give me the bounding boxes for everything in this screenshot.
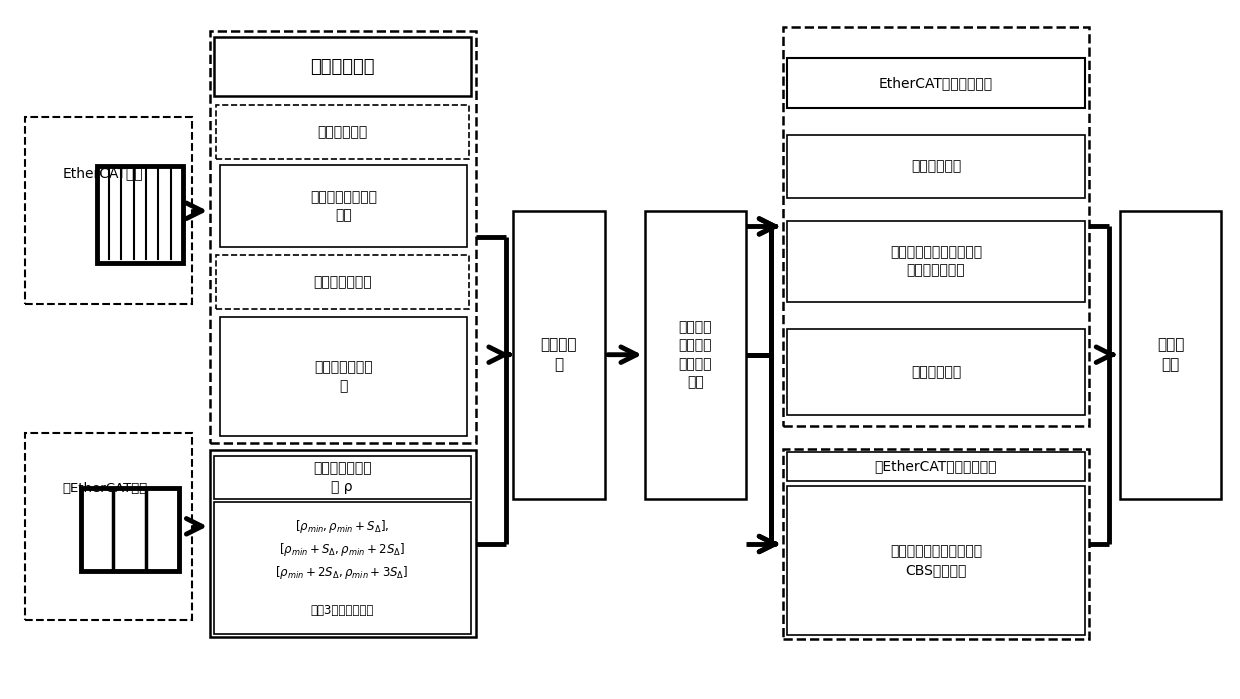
- Text: 非EtherCAT报文: 非EtherCAT报文: [62, 482, 148, 496]
- Text: 优先级分
配: 优先级分 配: [541, 338, 577, 372]
- Text: 根据空闲
斜率发送
分配预留
带宽: 根据空闲 斜率发送 分配预留 带宽: [678, 320, 712, 389]
- Bar: [512, 211, 605, 498]
- Text: $[\rho_{min},\rho_{min}+S_{\Delta}]$,
$[\rho_{min}+S_{\Delta},\rho_{min}+2S_{\De: $[\rho_{min},\rho_{min}+S_{\Delta}]$, $[…: [275, 519, 409, 617]
- Bar: [213, 38, 471, 96]
- Text: 划分通信时段: 划分通信时段: [310, 58, 374, 76]
- Text: EtherCAT流量调度时隙: EtherCAT流量调度时隙: [879, 76, 993, 90]
- Text: 非周期报文的数
量: 非周期报文的数 量: [314, 361, 373, 393]
- Bar: [782, 449, 1089, 640]
- Text: 非周期通信时段: 非周期通信时段: [314, 275, 372, 289]
- Text: 将流量队列按照优先级顺
序从高到低排序: 将流量队列按照优先级顺 序从高到低排序: [890, 245, 982, 278]
- Text: 计算调度时隙: 计算调度时隙: [911, 365, 961, 379]
- Bar: [1120, 211, 1221, 498]
- Text: 计算各流时延系
数 ρ: 计算各流时延系 数 ρ: [312, 461, 372, 493]
- Bar: [213, 502, 471, 634]
- Bar: [210, 450, 476, 637]
- Bar: [786, 58, 1085, 108]
- Bar: [97, 166, 184, 263]
- Bar: [786, 134, 1085, 199]
- Bar: [81, 488, 180, 571]
- Bar: [219, 317, 467, 436]
- Text: 非EtherCAT流量调度时隙: 非EtherCAT流量调度时隙: [874, 460, 997, 474]
- Bar: [216, 105, 470, 159]
- Bar: [219, 165, 467, 247]
- Text: 周期通信时段: 周期通信时段: [317, 124, 368, 139]
- Bar: [213, 456, 471, 498]
- Text: EtherCAT报文: EtherCAT报文: [62, 166, 143, 180]
- Bar: [786, 220, 1085, 303]
- Bar: [25, 433, 192, 620]
- Text: 生成调
度表: 生成调 度表: [1157, 338, 1184, 372]
- Bar: [210, 31, 476, 443]
- Bar: [645, 211, 746, 498]
- Bar: [786, 452, 1085, 481]
- Text: 计算最优空闲斜率，采用
CBS调度机制: 计算最优空闲斜率，采用 CBS调度机制: [890, 545, 982, 577]
- Bar: [786, 329, 1085, 415]
- Bar: [786, 486, 1085, 635]
- Bar: [25, 117, 192, 305]
- Text: 计算调度周期: 计算调度周期: [911, 159, 961, 173]
- Text: 周期报文的时间的
长度: 周期报文的时间的 长度: [310, 189, 377, 222]
- Bar: [782, 27, 1089, 426]
- Bar: [216, 255, 470, 309]
